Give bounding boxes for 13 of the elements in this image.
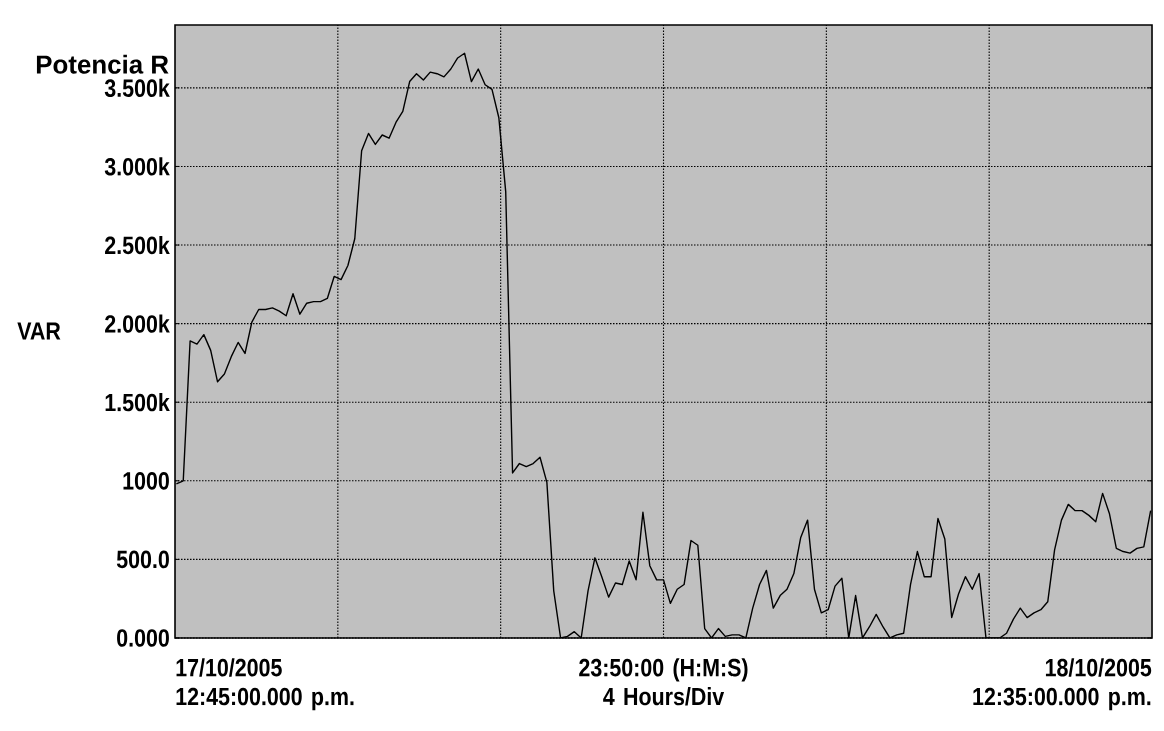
y-tick-label: 1.500k <box>105 393 170 412</box>
y-tick-label: 3.000k <box>104 157 170 176</box>
y-tick-label: 1000 <box>123 471 169 490</box>
y-tick-label: 2.000k <box>105 314 170 333</box>
y-tick-label: 3.500k <box>104 78 170 98</box>
text: 18/10/2005 12:35:00.000 p.m. <box>973 658 1152 711</box>
text: 17/10/2005 12:45:00.000 p.m. <box>176 658 354 711</box>
y-tick-label: 500.0 <box>116 550 169 569</box>
y-tick-label: 0.000 <box>117 629 169 647</box>
y-tick-label: 2.500k <box>105 235 170 255</box>
y-axis-title: VAR <box>17 322 61 340</box>
text: Potencia R <box>36 54 169 74</box>
x-axis-title: 23:50:00 (H:M:S) 4 Hours/Div <box>579 658 748 706</box>
